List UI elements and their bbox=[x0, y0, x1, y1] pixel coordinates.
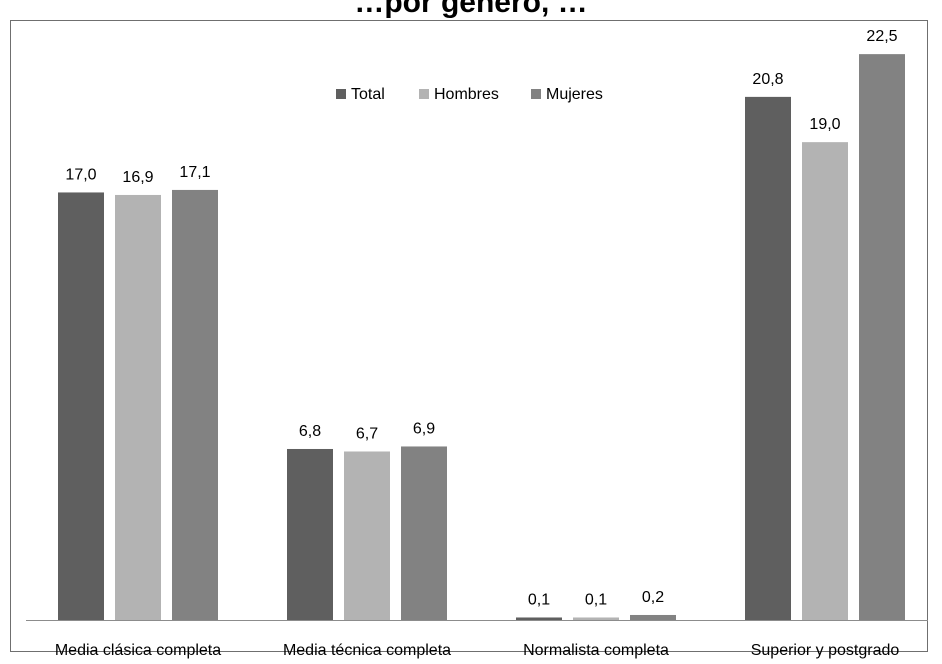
bar-superior-y-postgrado-hombres bbox=[802, 142, 848, 620]
x-tick-label-normalista-completa: Normalista completa bbox=[523, 642, 669, 659]
data-label-normalista-completa-mujeres: 0,2 bbox=[642, 589, 664, 606]
data-label-superior-y-postgrado-mujeres: 22,5 bbox=[866, 28, 897, 45]
bar-normalista-completa-total bbox=[516, 617, 562, 620]
data-label-normalista-completa-total: 0,1 bbox=[528, 591, 550, 608]
legend-swatch-total bbox=[336, 89, 346, 99]
x-tick-label-media-clasica-completa: Media clásica completa bbox=[55, 642, 221, 659]
data-label-media-tecnica-completa-mujeres: 6,9 bbox=[413, 420, 435, 437]
legend-label-mujeres: Mujeres bbox=[546, 86, 603, 103]
bar-media-tecnica-completa-hombres bbox=[344, 451, 390, 620]
bar-superior-y-postgrado-mujeres bbox=[859, 54, 905, 620]
data-label-superior-y-postgrado-hombres: 19,0 bbox=[809, 116, 840, 133]
x-tick-label-superior-y-postgrado: Superior y postgrado bbox=[751, 642, 900, 659]
data-label-media-clasica-completa-total: 17,0 bbox=[65, 166, 96, 183]
bar-media-clasica-completa-mujeres bbox=[172, 189, 218, 620]
legend-label-hombres: Hombres bbox=[434, 86, 499, 103]
legend-swatch-hombres bbox=[419, 89, 429, 99]
bar-media-clasica-completa-total bbox=[58, 192, 104, 620]
data-label-media-clasica-completa-mujeres: 17,1 bbox=[179, 164, 210, 181]
data-label-media-tecnica-completa-total: 6,8 bbox=[299, 423, 321, 440]
bar-media-tecnica-completa-total bbox=[287, 448, 333, 620]
legend-swatch-mujeres bbox=[531, 89, 541, 99]
bar-superior-y-postgrado-total bbox=[745, 96, 791, 620]
data-label-media-tecnica-completa-hombres: 6,7 bbox=[356, 425, 378, 442]
data-label-normalista-completa-hombres: 0,1 bbox=[585, 591, 607, 608]
bar-media-tecnica-completa-mujeres bbox=[401, 446, 447, 620]
x-tick-label-media-tecnica-completa: Media técnica completa bbox=[283, 642, 451, 659]
bar-normalista-completa-hombres bbox=[573, 617, 619, 620]
data-label-media-clasica-completa-hombres: 16,9 bbox=[122, 169, 153, 186]
legend-label-total: Total bbox=[351, 86, 385, 103]
bar-media-clasica-completa-hombres bbox=[115, 194, 161, 620]
data-label-superior-y-postgrado-total: 20,8 bbox=[752, 71, 783, 88]
chart-frame bbox=[10, 20, 928, 652]
bar-normalista-completa-mujeres bbox=[630, 614, 676, 620]
chart-title: …por género, … bbox=[354, 0, 588, 19]
